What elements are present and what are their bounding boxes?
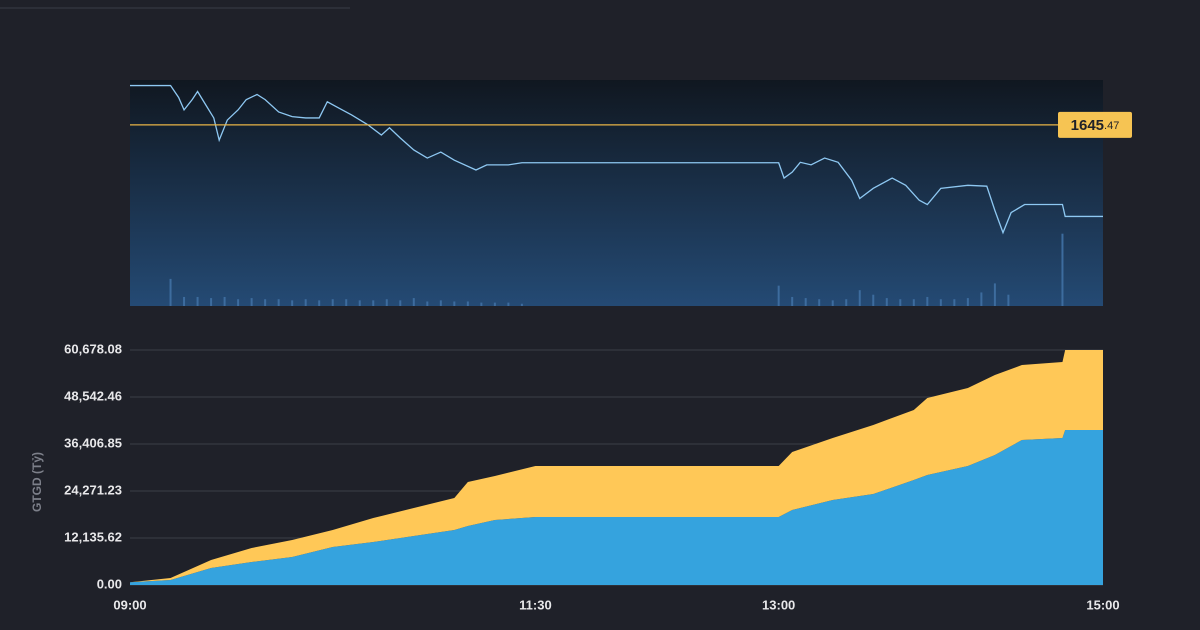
volume-bar [399,300,402,306]
x-tick-label: 09:00 [113,597,146,612]
volume-bar [520,303,523,306]
volume-bar [507,302,510,306]
volume-bar [210,298,213,306]
volume-bar [439,300,442,306]
reference-label-int: 1645 [1071,117,1104,134]
volume-bar [872,294,875,306]
volume-bar [777,285,780,306]
x-tick-label: 11:30 [519,597,552,612]
volume-bar [993,283,996,306]
reference-label-dec: .47 [1104,120,1119,132]
area [130,429,1103,585]
volume-bar [237,299,240,306]
volume-bar [183,296,186,306]
y-tick-label: 24,271.23 [64,482,122,497]
volume-bar [264,299,267,306]
volume-bar [1007,294,1010,306]
volume-bar [196,296,199,306]
price-line [130,84,1103,235]
volume-bar [291,300,294,306]
volume-bar [372,300,375,306]
volume-bar [480,302,483,306]
volume-bar [885,298,888,306]
x-tick-label: 15:00 [1086,597,1119,612]
volume-bar [926,296,929,306]
y-tick-label: 48,542.46 [64,388,122,403]
volume-bar [304,299,307,306]
volume-bar [385,299,388,306]
reference-label: 1645.47 [1071,117,1120,134]
volume-bar [845,299,848,306]
volume-bar [980,292,983,306]
volume-bar [331,299,334,306]
volume-bar [250,298,253,306]
reference-badge [1058,111,1132,138]
volume-bar [493,302,496,306]
price-panel [130,80,1103,306]
volume-bar [818,299,821,306]
volume-bar [912,299,915,306]
volume-bar [858,290,861,306]
volume-bar [466,301,469,306]
volume-bar [426,301,429,306]
volume-bar [804,298,807,306]
volume-bar [453,301,456,306]
volume-bar [318,300,321,306]
volume-bar [953,299,956,306]
volume-bar [169,278,172,306]
volume-bar [791,296,794,306]
y-tick-label: 0.00 [97,576,122,591]
volume-bar [831,300,834,306]
volume-bar [345,299,348,306]
volume-bar [412,298,415,306]
y-tick-label: 36,406.85 [64,435,122,450]
y-tick-label: 12,135.62 [64,529,122,544]
volume-bar [899,299,902,306]
volume-bar [223,296,226,306]
volume-bar [358,300,361,306]
y-tick-label: 60,678.08 [64,341,122,356]
area [130,350,1103,583]
volume-bar [939,299,942,306]
volume-bar [966,298,969,306]
volume-bar [277,299,280,306]
volume-bar [1061,233,1064,306]
x-tick-label: 13:00 [762,597,795,612]
y-axis-label: GTGD (Tỷ) [30,452,44,512]
